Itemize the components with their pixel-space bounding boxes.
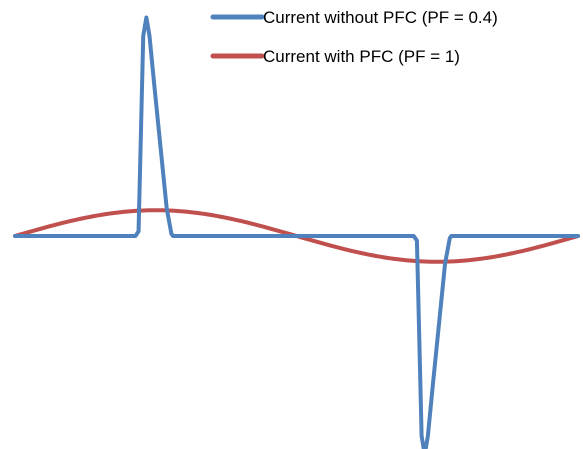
legend-label-without-pfc: Current without PFC (PF = 0.4) <box>263 8 498 27</box>
legend-label-with-pfc: Current with PFC (PF = 1) <box>263 47 460 66</box>
legend: Current without PFC (PF = 0.4) Current w… <box>210 8 498 66</box>
plot-area <box>13 15 580 449</box>
series-line-without-pfc <box>13 15 580 449</box>
